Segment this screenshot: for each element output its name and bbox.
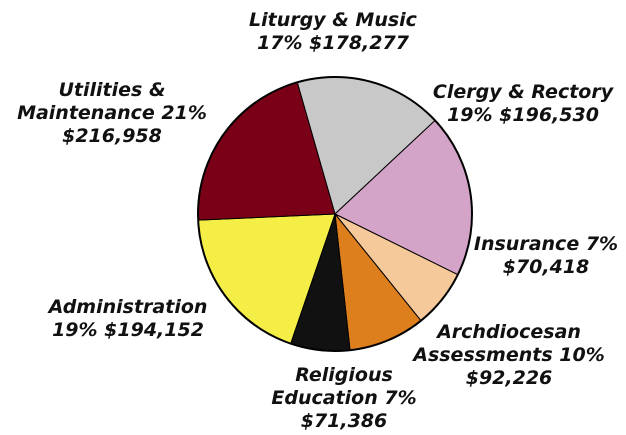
slice-label-line: $71,386 [301, 410, 388, 432]
slice-label-religious-education: Religious Education 7% $71,386 [271, 364, 416, 432]
slice-label-liturgy-music: Liturgy & Music 17% $178,277 [249, 9, 418, 54]
slice-label-line: 19% $196,530 [447, 104, 599, 126]
pie-slices [197, 76, 473, 352]
slice-label-line: Insurance 7% [474, 233, 618, 255]
slice-label-line: $70,418 [503, 256, 590, 278]
slice-label-line: $92,226 [466, 367, 553, 389]
slice-label-clergy-rectory: Clergy & Rectory 19% $196,530 [433, 81, 615, 126]
slice-labels: Liturgy & Music 17% $178,277 Clergy & Rect… [17, 9, 618, 432]
slice-label-line: Archdiocesan [435, 321, 581, 343]
slice-label-line: Maintenance 21% [17, 102, 207, 124]
slice-label-utilities-maintenance: Utilities & Maintenance 21% $216,958 [17, 79, 207, 147]
slice-label-administration: Administration 19% $194,152 [47, 296, 208, 341]
slice-label-line: 19% $194,152 [52, 319, 204, 341]
slice-label-line: Religious [295, 364, 393, 386]
slice-label-line: Administration [47, 296, 208, 318]
slice-label-insurance: Insurance 7% $70,418 [474, 233, 618, 278]
slice-label-line: Utilities & [58, 79, 165, 101]
slice-label-line: Clergy & Rectory [433, 81, 615, 103]
slice-label-line: $216,958 [62, 125, 162, 147]
slice-label-line: 17% $178,277 [257, 32, 410, 54]
slice-label-line: Assessments 10% [411, 344, 605, 366]
slice-label-archdiocesan-assessments: Archdiocesan Assessments 10% $92,226 [411, 321, 605, 389]
pie-outline [197, 76, 473, 352]
slice-label-line: Education 7% [271, 387, 416, 409]
slice-label-line: Liturgy & Music [249, 9, 418, 31]
